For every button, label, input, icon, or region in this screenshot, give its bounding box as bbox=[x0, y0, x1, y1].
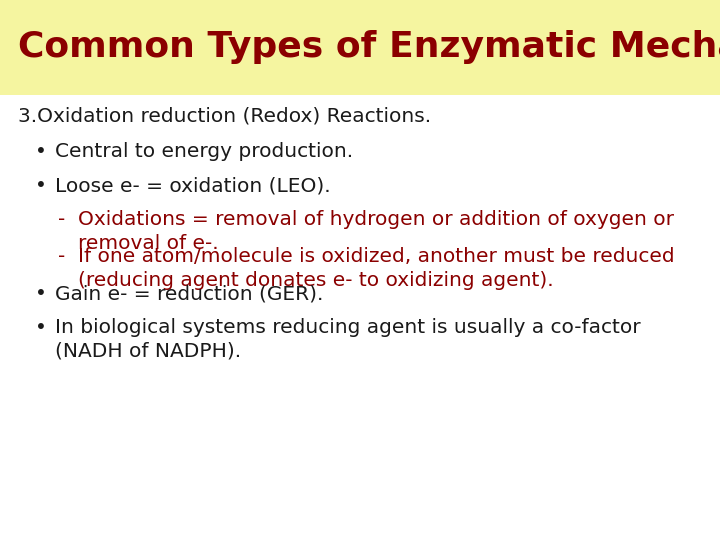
Text: Common Types of Enzymatic Mechanisms: Common Types of Enzymatic Mechanisms bbox=[18, 30, 720, 64]
Text: •: • bbox=[35, 284, 47, 303]
Text: •: • bbox=[35, 318, 47, 337]
Text: Gain e- = reduction (GER).: Gain e- = reduction (GER). bbox=[55, 284, 323, 303]
Text: If one atom/molecule is oxidized, another must be reduced
(reducing agent donate: If one atom/molecule is oxidized, anothe… bbox=[78, 247, 675, 289]
Text: 3.Oxidation reduction (Redox) Reactions.: 3.Oxidation reduction (Redox) Reactions. bbox=[18, 106, 431, 125]
Text: •: • bbox=[35, 142, 47, 161]
FancyBboxPatch shape bbox=[0, 0, 720, 94]
Text: In biological systems reducing agent is usually a co-factor
(NADH of NADPH).: In biological systems reducing agent is … bbox=[55, 318, 641, 361]
Text: -: - bbox=[58, 210, 66, 229]
Text: -: - bbox=[58, 247, 66, 266]
Text: Central to energy production.: Central to energy production. bbox=[55, 142, 353, 161]
Text: Oxidations = removal of hydrogen or addition of oxygen or
removal of e-.: Oxidations = removal of hydrogen or addi… bbox=[78, 210, 674, 253]
Text: •: • bbox=[35, 176, 47, 195]
Text: Loose e- = oxidation (LEO).: Loose e- = oxidation (LEO). bbox=[55, 176, 330, 195]
